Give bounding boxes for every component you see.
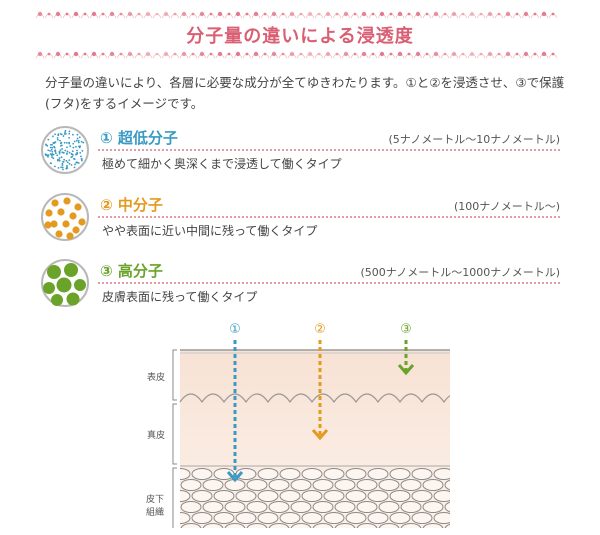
arrow-marker-1: ①: [229, 322, 241, 337]
arrow-head-1: [226, 471, 244, 483]
molecule-row-high: ③ 高分子 (500ナノメートル〜1000ナノメートル) 皮膚表面に残って働くタ…: [40, 258, 560, 320]
molecule-size-range: (5ナノメートル〜10ナノメートル): [388, 133, 560, 146]
subcutis-fat-cells: [180, 468, 450, 528]
decorative-lace-band-bottom: [0, 48, 600, 60]
medium-dots-circle-icon: [41, 193, 89, 241]
skin-penetration-diagram: ① ② ③ 表皮 真皮 皮下組織: [140, 318, 467, 528]
molecule-label: ① 超低分子: [100, 129, 178, 147]
epidermis-bracket: [172, 349, 177, 401]
decorative-lace-band-top: [0, 8, 600, 20]
dermis-label: 真皮: [146, 431, 165, 441]
dotted-divider: [98, 149, 560, 153]
dermis-bracket: [172, 403, 177, 465]
molecule-row-ultra-low: ① 超低分子 (5ナノメートル〜10ナノメートル) 極めて細かく奥深くまで浸透し…: [40, 125, 560, 187]
arrow-marker-3: ③: [400, 322, 412, 337]
arrow-head-3: [397, 364, 415, 376]
subcutis-bracket: [172, 467, 177, 528]
epidermis-dermis-boundary: [179, 393, 467, 404]
subcutis-label: 皮下組織: [145, 495, 164, 518]
skin-layers-svg: ① ② ③: [172, 322, 467, 528]
molecule-label: ③ 高分子: [100, 262, 163, 280]
fine-dots-circle-icon: [41, 126, 89, 174]
page-title: 分子量の違いによる浸透度: [186, 26, 414, 47]
molecule-description: やや表面に近い中間に残って働くタイプ: [102, 224, 318, 238]
arrow-marker-2: ②: [314, 322, 326, 337]
molecule-row-medium: ② 中分子 (100ナノメートル〜) やや表面に近い中間に残って働くタイプ: [40, 192, 560, 254]
intro-text: 分子量の違いにより、各層に必要な成分が全てゆきわたります。①と②を浸透させ、③で…: [45, 75, 565, 111]
dotted-divider: [98, 282, 560, 286]
molecule-size-range: (500ナノメートル〜1000ナノメートル): [360, 266, 560, 279]
large-dots-circle-icon: [41, 259, 89, 307]
molecule-description: 皮膚表面に残って働くタイプ: [102, 290, 258, 304]
molecule-size-range: (100ナノメートル〜): [453, 200, 560, 213]
dotted-divider: [98, 216, 560, 220]
epidermis-label: 表皮: [146, 373, 165, 383]
arrow-head-2: [311, 429, 329, 441]
molecule-label: ② 中分子: [100, 196, 163, 214]
molecule-description: 極めて細かく奥深くまで浸透して働くタイプ: [102, 157, 342, 171]
